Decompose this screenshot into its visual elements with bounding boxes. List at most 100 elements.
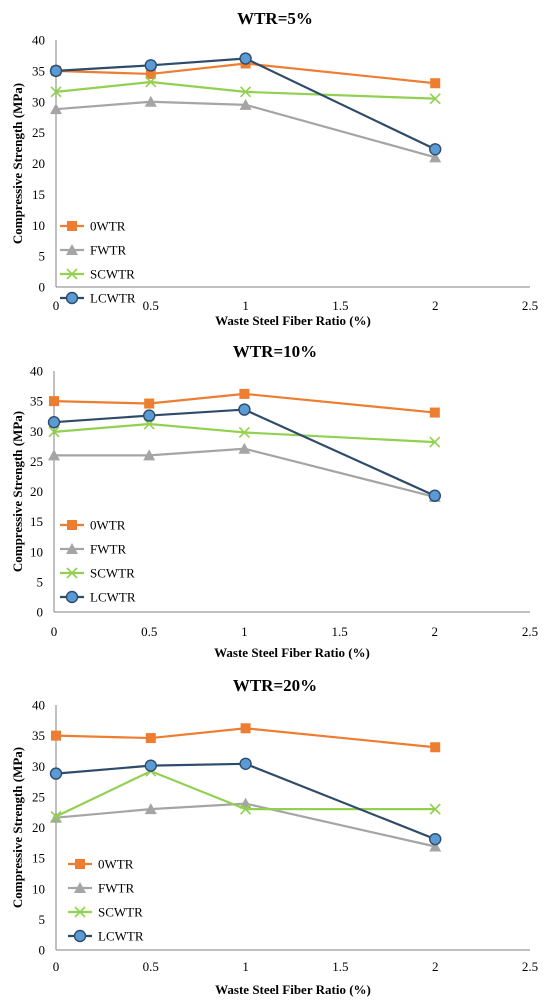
x-tick-label: 0	[53, 959, 60, 974]
legend-item: LCWTR	[60, 291, 136, 306]
series-0WTR	[49, 388, 440, 418]
x-tick-label: 1.5	[332, 298, 348, 313]
x-tick-label: 2.5	[522, 624, 538, 639]
chart-title: WTR=5%	[237, 9, 313, 28]
legend-label: FWTR	[90, 542, 126, 557]
series-line	[55, 62, 436, 85]
series-LCWTR	[49, 52, 442, 156]
data-point	[47, 416, 61, 429]
x-tick-label: 1	[241, 624, 248, 639]
data-point	[144, 398, 155, 409]
x-tick-label: 2.5	[522, 959, 538, 974]
legend-marker	[73, 929, 87, 943]
series-line	[53, 392, 435, 414]
legend-marker	[66, 244, 78, 255]
data-point	[239, 757, 252, 771]
x-axis-label: Waste Steel Fiber Ratio (%)	[215, 982, 371, 997]
legend: 0WTR FWTR SCWTR LCWTR	[68, 857, 144, 944]
legend-marker	[67, 221, 77, 231]
y-tick-label: 15	[32, 851, 45, 866]
x-tick-label: 0	[53, 298, 60, 313]
chart-panel-3: WTR=20% 0 5 10 15 20 25 30 35 40 0 0.5 1 1.5 2 2.5 Waste…	[0, 667, 550, 1002]
legend-item: SCWTR	[60, 566, 135, 581]
data-point	[48, 426, 60, 438]
data-point	[144, 759, 158, 772]
data-point	[145, 68, 156, 79]
series-line	[55, 100, 436, 159]
series-line	[54, 447, 436, 498]
x-tick-label: 2	[432, 624, 439, 639]
series-SCWTR	[48, 418, 441, 448]
series-FWTR	[50, 797, 442, 852]
x-tick-label: 0.5	[141, 624, 157, 639]
legend-marker	[65, 291, 79, 305]
data-point	[50, 86, 62, 98]
legend-marker	[66, 567, 78, 579]
x-tick-label: 0	[51, 624, 58, 639]
legend-label: LCWTR	[98, 929, 144, 944]
legend-label: SCWTR	[90, 267, 135, 282]
x-tick-label: 1	[242, 298, 249, 313]
y-tick-label: 0	[39, 280, 46, 295]
legend-item: SCWTR	[68, 905, 143, 920]
y-tick-label: 5	[39, 912, 46, 927]
data-point	[144, 95, 157, 107]
data-point	[430, 78, 441, 89]
data-point	[240, 803, 252, 815]
chart-panel-1: WTR=5% 0 5 10 15 20 25 30 35 40 0 0.5 1 1.5 2 2.5 Waste …	[0, 0, 550, 333]
data-point	[238, 442, 251, 454]
series-0WTR	[51, 723, 441, 753]
y-tick-label: 35	[32, 63, 45, 78]
data-point	[240, 723, 251, 734]
legend-item: 0WTR	[60, 518, 126, 533]
x-axis-label: Waste Steel Fiber Ratio (%)	[214, 645, 370, 660]
legend-label: LCWTR	[90, 590, 136, 605]
y-tick-label: 35	[32, 728, 45, 743]
series-line	[55, 727, 436, 749]
legend-label: LCWTR	[90, 291, 136, 306]
data-point	[144, 59, 158, 72]
chart-svg: WTR=20% 0 5 10 15 20 25 30 35 40 0 0.5 1 1.5 2 2.5 Waste…	[10, 676, 538, 997]
x-axis-label: Waste Steel Fiber Ratio (%)	[215, 313, 371, 328]
y-tick-label: 20	[32, 156, 45, 171]
legend-marker	[75, 859, 85, 869]
data-point	[145, 76, 157, 88]
y-tick-label: 5	[39, 249, 46, 264]
data-point	[50, 810, 62, 823]
y-tick-label: 0	[37, 605, 44, 620]
legend-item: LCWTR	[68, 929, 144, 944]
y-tick-label: 15	[30, 514, 43, 529]
data-point	[142, 409, 156, 422]
data-point	[429, 436, 441, 448]
data-point	[238, 426, 250, 439]
x-tick-label: 2	[432, 298, 439, 313]
y-tick-label: 10	[32, 218, 45, 233]
y-axis-label: Compressive Strength (MPa)	[10, 411, 25, 572]
data-point	[238, 403, 251, 416]
legend-item: 0WTR	[60, 219, 126, 234]
legend-marker	[66, 268, 78, 280]
y-tick-label: 0	[39, 943, 46, 958]
data-point	[49, 396, 59, 407]
y-tick-label: 40	[32, 33, 45, 48]
y-tick-label: 40	[30, 364, 43, 379]
y-tick-label: 25	[32, 789, 45, 804]
y-tick-label: 20	[32, 820, 45, 835]
series-line	[53, 408, 436, 497]
data-point	[49, 64, 63, 78]
y-tick-label: 20	[30, 484, 43, 499]
y-tick-label: 15	[32, 187, 45, 202]
chart-svg: WTR=10% 0 5 10 15 20 25 30 35 40 0 0.5 1 1.5 2 2.5 Waste…	[10, 342, 538, 660]
series-line	[55, 762, 436, 841]
y-tick-label: 25	[30, 454, 43, 469]
y-tick-label: 30	[32, 759, 45, 774]
legend-label: SCWTR	[98, 905, 143, 920]
series-line	[55, 769, 436, 818]
y-tick-label: 25	[32, 125, 45, 140]
legend: 0WTR FWTR SCWTR LCWTR	[60, 518, 136, 605]
chart-title: WTR=10%	[233, 342, 317, 361]
data-point	[429, 151, 442, 163]
data-point	[145, 733, 156, 744]
legend-item: SCWTR	[60, 267, 135, 282]
